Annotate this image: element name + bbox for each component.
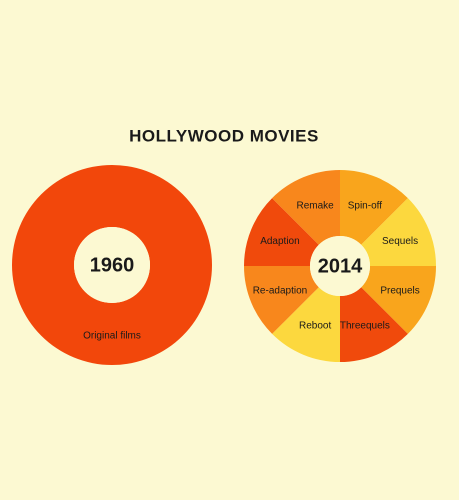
slice-label: Sequels <box>382 236 418 247</box>
donut-slice <box>243 266 319 334</box>
center-label: 2014 <box>318 255 363 277</box>
slice-label: Prequels <box>380 286 419 297</box>
page-title: HOLLYWOOD MOVIES <box>129 126 319 145</box>
center-label: 1960 <box>90 254 135 276</box>
slice-label: Original films <box>83 331 141 342</box>
donut-slice <box>361 198 436 266</box>
donut-slice <box>340 170 408 245</box>
slice-label: Spin-off <box>348 201 383 212</box>
slice-label: Remake <box>297 201 335 212</box>
donut-slice <box>272 287 340 362</box>
slice-label: Adaption <box>260 236 299 247</box>
donut-slice <box>340 287 408 362</box>
slice-label: Re-adaption <box>253 286 307 297</box>
slice-label: Threequels <box>340 321 390 332</box>
donut-hole <box>310 236 370 296</box>
donut-hole <box>74 227 150 303</box>
donut-slice <box>361 266 437 334</box>
donut-slice <box>272 170 340 245</box>
donut-slice <box>244 198 319 266</box>
slice-label: Reboot <box>299 321 331 332</box>
donut-slice <box>11 164 213 366</box>
